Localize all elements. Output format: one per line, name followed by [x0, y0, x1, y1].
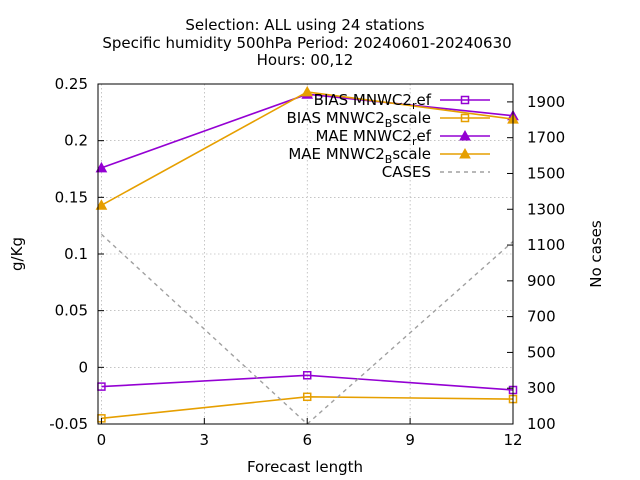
series-line	[101, 395, 514, 420]
data-point-square	[302, 392, 312, 402]
legend-entry: CASES	[382, 163, 490, 181]
grid	[98, 84, 513, 424]
y-tick-label: 0.1	[64, 245, 88, 263]
legend-entry: MAE MNWC2Bscale	[288, 145, 490, 166]
y2-tick-label: 700	[527, 308, 556, 326]
x-tick-label: 3	[200, 431, 210, 449]
legend-label: BIAS MNWC2Bscale	[287, 109, 431, 130]
data-point-triangle	[301, 85, 314, 97]
x-tick-label: 6	[302, 431, 312, 449]
y2-tick-label: 1300	[527, 200, 565, 218]
y2-tick-label: 500	[527, 343, 556, 361]
series-0	[97, 371, 518, 395]
y-tick-label: -0.05	[49, 415, 88, 433]
y-tick-label: 0.05	[55, 302, 88, 320]
legend-label: MAE MNWC2Bscale	[288, 145, 431, 166]
title-line-1: Selection: ALL using 24 stations	[185, 16, 424, 34]
series-1	[97, 392, 518, 423]
y2-tick-label: 1500	[527, 164, 565, 182]
y-axis-ticks: -0.05 0 0.05 0.1 0.15 0.2 0.25	[49, 75, 104, 433]
x-axis-ticks: 0 3 6 9 12	[97, 418, 523, 449]
x-tick-label: 12	[503, 431, 522, 449]
legend-label: BIAS MNWC2ref	[314, 91, 432, 112]
legend-entry: BIAS MNWC2ref	[314, 91, 490, 112]
y2-tick-label: 100	[527, 415, 556, 433]
data-point-triangle	[459, 147, 471, 159]
legend-label: MAE MNWC2ref	[315, 127, 431, 148]
x-tick-label: 9	[405, 431, 415, 449]
y-axis-label: g/Kg	[8, 237, 26, 271]
y2-tick-label: 1900	[527, 93, 565, 111]
series-3	[95, 85, 519, 210]
data-point-triangle	[459, 129, 471, 141]
data-point-triangle	[95, 161, 108, 173]
data-point-square	[460, 95, 470, 105]
y2-tick-label: 1100	[527, 236, 565, 254]
y-tick-label: 0.2	[64, 132, 88, 150]
x-tick-label: 0	[97, 431, 107, 449]
data-point-square	[460, 113, 470, 123]
legend-label: CASES	[382, 163, 431, 181]
y2-tick-label: 300	[527, 379, 556, 397]
chart-title: Selection: ALL using 24 stations Specifi…	[102, 16, 511, 69]
y-tick-label: 0	[78, 358, 88, 376]
y2-axis-label: No cases	[587, 220, 605, 288]
y-tick-label: 0.15	[55, 188, 88, 206]
x-axis-label: Forecast length	[247, 458, 363, 476]
y2-tick-label: 900	[527, 272, 556, 290]
y2-axis-ticks: 100 300 500 700 900 1100 1300 1500 1700 1900	[507, 93, 565, 433]
data-point-square	[302, 371, 312, 380]
series-line	[101, 374, 514, 391]
title-line-3: Hours: 00,12	[257, 51, 354, 69]
y2-tick-label: 1700	[527, 129, 565, 147]
legend-entry: MAE MNWC2ref	[315, 127, 490, 148]
y-tick-label: 0.25	[55, 75, 88, 93]
title-line-2: Specific humidity 500hPa Period: 2024060…	[102, 34, 511, 52]
data-point-triangle	[95, 199, 108, 210]
legend-entry: BIAS MNWC2Bscale	[287, 109, 490, 130]
